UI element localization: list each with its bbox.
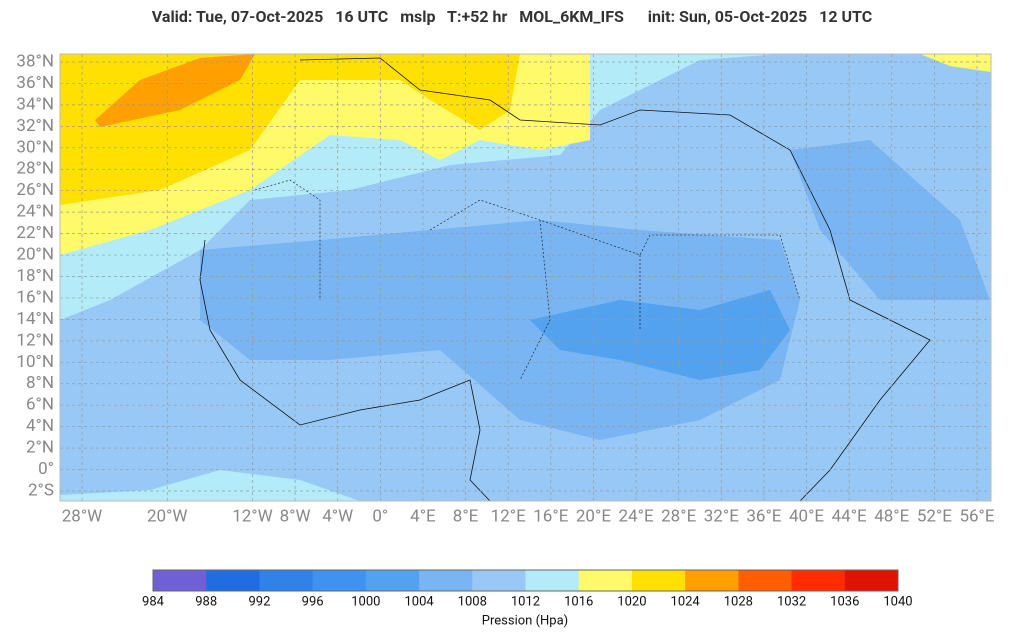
border [254, 179, 801, 381]
map-frame [59, 53, 992, 502]
lat-label: 22°N [16, 223, 54, 243]
pressure-region [530, 290, 790, 380]
lon-label: 24°E [618, 506, 653, 526]
colorbar: 984 988 992 996 1000 1004 1008 1012 1016 1020 1024… [142, 569, 913, 609]
lat-label: 14°N [16, 309, 54, 329]
lon-label: 8°W [280, 506, 311, 526]
colorbar-tick-label: 1036 [830, 594, 859, 609]
colorbar-frame [152, 569, 899, 592]
colorbar-swatch [791, 570, 846, 591]
lat-label: 36°N [16, 73, 54, 93]
lat-label: 4°N [26, 416, 54, 436]
colorbar-swatch [578, 570, 633, 591]
colorbar-tick-label: 1004 [404, 594, 434, 609]
lon-label: 48°E [874, 506, 909, 526]
colorbar-tick-label: 992 [248, 594, 270, 609]
colorbar-tick-label: 1008 [458, 594, 487, 609]
lon-label: 12°E [491, 506, 526, 526]
lat-label: 28°N [16, 159, 54, 179]
colorbar-tick-label: 1032 [777, 594, 806, 609]
lon-label: 56°E [959, 506, 994, 526]
lat-label: 10°N [16, 352, 54, 372]
lon-label: 44°E [832, 506, 867, 526]
lat-label: 26°N [16, 180, 54, 200]
colorbar-tick-label: 1012 [511, 594, 540, 609]
lon-label: 0° [372, 506, 388, 526]
lon-label: 16°E [533, 506, 568, 526]
colorbar-swatch [844, 570, 899, 591]
colorbar-label: Pression (Hpa) [482, 613, 568, 628]
lon-label: 12°W [232, 506, 273, 526]
grid [60, 54, 991, 501]
colorbar-swatch [365, 570, 420, 591]
lat-label: 38°N [16, 51, 54, 71]
pressure-region [200, 220, 800, 440]
colorbar-tick-label: 1020 [617, 594, 646, 609]
lat-label: 18°N [16, 266, 54, 286]
lat-label: 32°N [16, 116, 54, 136]
lon-label: 20°E [576, 506, 611, 526]
pressure-region [920, 54, 991, 72]
colorbar-tick-label: 1016 [564, 594, 593, 609]
colorbar-swatch [153, 570, 207, 591]
coastline [199, 57, 931, 501]
lat-label: 6°N [26, 395, 54, 415]
colorbar-swatch [685, 570, 739, 591]
lat-label: 8°N [26, 373, 54, 393]
lat-label: 24°N [16, 202, 54, 222]
colorbar-swatch [419, 570, 473, 591]
lat-label: 20°N [16, 245, 54, 265]
lon-label: 52°E [917, 506, 952, 526]
lat-label: 34°N [16, 94, 54, 114]
colorbar-tick-label: 1000 [351, 594, 380, 609]
colorbar-tick-label: 1028 [724, 594, 753, 609]
lat-label: 16°N [16, 287, 54, 307]
lat-label: 0° [38, 459, 54, 479]
pressure-region [790, 140, 990, 300]
lat-label: 12°N [16, 330, 54, 350]
colorbar-swatch [259, 570, 314, 591]
lon-label: 20°W [147, 506, 188, 526]
map [60, 54, 991, 501]
lon-label: 40°E [789, 506, 824, 526]
colorbar-swatch [472, 570, 526, 591]
pressure-region [95, 54, 255, 127]
colorbar-swatch [525, 570, 580, 591]
colorbar-tick-label: 1024 [671, 594, 701, 609]
title: Valid: Tue, 07-Oct-2025 16 UTC mslp T:+5… [152, 7, 872, 26]
lat-label: 2°S [28, 480, 54, 500]
lon-label: 8°E [453, 506, 479, 526]
lon-label: 36°E [746, 506, 781, 526]
colorbar-tick-label: 984 [142, 594, 165, 609]
lat-label: 30°N [16, 137, 54, 157]
lon-label: 28°W [62, 506, 103, 526]
colorbar-swatch [631, 570, 686, 591]
colorbar-tick-label: 1040 [883, 594, 912, 609]
lon-label: 4°E [410, 506, 436, 526]
colorbar-swatch [206, 570, 260, 591]
colorbar-tick-label: 988 [195, 594, 217, 609]
colorbar-swatch [312, 570, 367, 591]
colorbar-swatch [738, 570, 793, 591]
lon-label: 28°E [661, 506, 696, 526]
lat-label: 2°N [26, 438, 54, 458]
colorbar-tick-label: 996 [302, 594, 324, 609]
lon-label: 4°W [322, 506, 353, 526]
lon-label: 32°E [704, 506, 739, 526]
